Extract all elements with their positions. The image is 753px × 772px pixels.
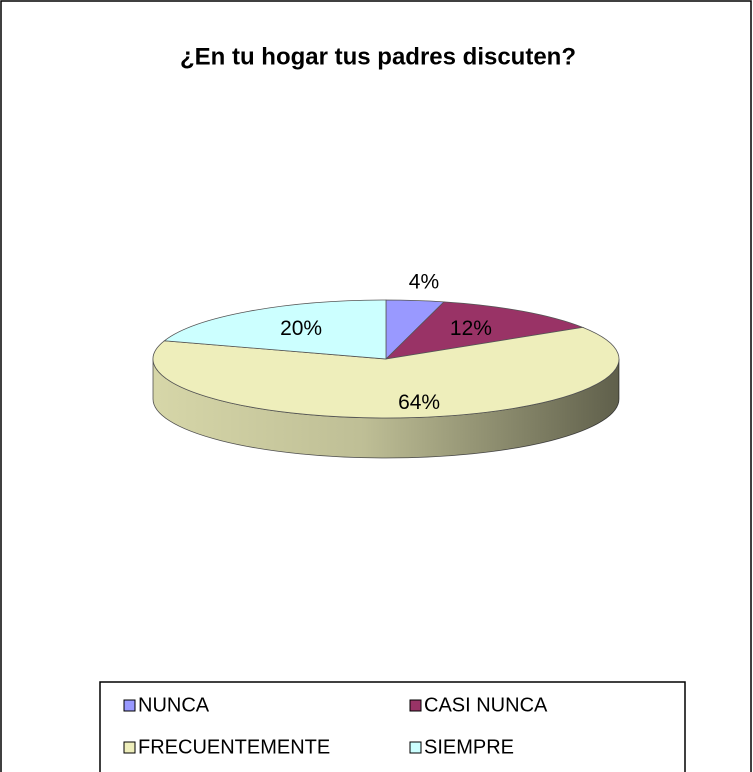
data-label: 4% bbox=[409, 270, 439, 293]
pie-slice bbox=[152, 326, 620, 419]
data-label: 20% bbox=[280, 317, 322, 340]
legend-swatch bbox=[123, 699, 136, 712]
data-label: 12% bbox=[450, 317, 492, 340]
pie-slice bbox=[163, 299, 387, 360]
pie-slice bbox=[384, 301, 585, 360]
legend-swatch bbox=[409, 741, 422, 754]
legend-label: FRECUENTEMENTE bbox=[138, 736, 330, 758]
legend-box bbox=[99, 681, 686, 772]
legend-swatch bbox=[409, 699, 422, 712]
side-shading bbox=[153, 359, 619, 458]
legend-swatch bbox=[123, 741, 136, 754]
chart-title: ¿En tu hogar tus padres discuten? bbox=[180, 43, 576, 70]
data-label: 64% bbox=[398, 391, 440, 414]
legend-label: CASI NUNCA bbox=[424, 694, 548, 716]
legend-label: NUNCA bbox=[138, 694, 210, 716]
legend-label: SIEMPRE bbox=[424, 736, 514, 758]
